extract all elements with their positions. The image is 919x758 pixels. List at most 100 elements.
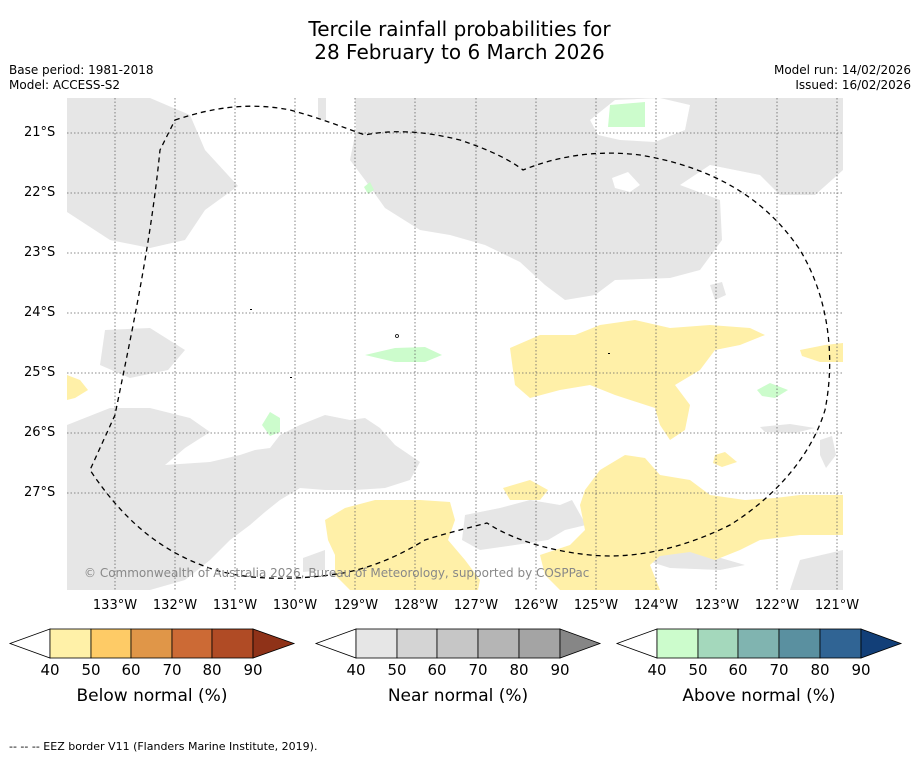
above-normal-region	[262, 412, 280, 436]
lon-label: 126°W	[513, 598, 559, 613]
island-mark	[608, 353, 610, 354]
below-normal-region	[800, 343, 843, 362]
island-mark	[395, 334, 399, 338]
colorbar-segment	[477, 628, 520, 659]
near-normal-region	[820, 436, 836, 468]
colorbar-below	[8, 628, 296, 659]
above-normal-region	[365, 347, 442, 362]
colorbar-arrow-right	[559, 628, 602, 659]
lon-label: 128°W	[393, 598, 439, 613]
colorbar-segment	[355, 628, 398, 659]
colorbar-tick: 40	[346, 661, 366, 679]
map-area: © Commonwealth of Australia 2026, Bureau…	[67, 98, 843, 590]
colorbar-arrow-right	[860, 628, 903, 659]
colorbar-tick: 70	[162, 661, 182, 679]
colorbar-tick: 40	[647, 661, 667, 679]
near-normal-region	[100, 328, 185, 378]
lon-label: 124°W	[633, 598, 679, 613]
colorbar-tick: 90	[550, 661, 570, 679]
colorbar-tick: 90	[851, 661, 871, 679]
lon-label: 123°W	[694, 598, 740, 613]
base-period: Base period: 1981-2018	[9, 63, 154, 77]
colorbar-tick: 50	[688, 661, 708, 679]
near-normal-region	[790, 550, 843, 590]
lon-label: 131°W	[212, 598, 258, 613]
lat-label: 24°S	[24, 305, 56, 320]
near-normal-region	[710, 282, 726, 300]
model-run: Model run: 14/02/2026	[773, 63, 911, 77]
colorbar-segment	[819, 628, 862, 659]
colorbar-segment	[49, 628, 92, 659]
white-gap	[612, 172, 640, 192]
colorbar-segment	[656, 628, 699, 659]
colorbar-tick: 80	[509, 661, 529, 679]
lat-label: 27°S	[24, 485, 56, 500]
colorbar-near	[314, 628, 602, 659]
colorbar-tick: 90	[243, 661, 263, 679]
colorbar-tick: 80	[202, 661, 222, 679]
colorbar-segment	[171, 628, 213, 659]
above-normal-region	[757, 383, 788, 398]
colorbar-tick: 60	[121, 661, 141, 679]
copyright-text: © Commonwealth of Australia 2026, Bureau…	[84, 566, 589, 580]
issued-date: Issued: 16/02/2026	[795, 78, 911, 92]
model-name: Model: ACCESS-S2	[9, 78, 121, 92]
colorbar-segment	[90, 628, 132, 659]
colorbar-arrow-left	[8, 628, 51, 659]
lon-label: 129°W	[333, 598, 379, 613]
above-normal-regions	[262, 102, 788, 436]
colorbar-tick: 60	[728, 661, 748, 679]
lon-label: 122°W	[754, 598, 800, 613]
colorbar-segment	[436, 628, 479, 659]
lat-label: 21°S	[24, 125, 56, 140]
colorbar-title-near: Near normal (%)	[387, 686, 529, 706]
colorbar-segment	[778, 628, 821, 659]
colorbar-arrow-left	[615, 628, 658, 659]
below-normal-region	[325, 500, 480, 590]
lon-label: 127°W	[453, 598, 499, 613]
near-normal-region	[67, 408, 420, 590]
meta-left: Base period: 1981-2018 Model: ACCESS-S2	[9, 63, 154, 93]
near-normal-region	[318, 98, 326, 120]
colorbar-above	[615, 628, 903, 659]
colorbar-segment	[396, 628, 438, 659]
colorbar-tick: 70	[468, 661, 488, 679]
near-normal-region	[760, 424, 815, 433]
near-normal-region	[462, 500, 586, 550]
white-gap	[820, 212, 840, 228]
colorbar-title-above: Above normal (%)	[682, 686, 836, 706]
island-mark	[290, 377, 292, 378]
lon-label: 125°W	[573, 598, 619, 613]
lat-label: 23°S	[24, 245, 56, 260]
colorbar-tick: 50	[387, 661, 407, 679]
eez-footnote: -- -- -- EEZ border V11 (Flanders Marine…	[9, 740, 318, 753]
near-normal-regions	[67, 98, 843, 590]
colorbar-segment	[737, 628, 780, 659]
meta-right: Model run: 14/02/2026 Issued: 16/02/2026	[774, 63, 911, 93]
below-normal-region	[510, 320, 765, 440]
eez-border	[89, 105, 831, 579]
colorbar-tick: 40	[40, 661, 60, 679]
colorbar-arrow-right	[252, 628, 296, 659]
lon-label: 132°W	[152, 598, 198, 613]
below-normal-region	[67, 375, 88, 400]
lat-label: 22°S	[24, 185, 56, 200]
island-marks	[250, 309, 610, 378]
lon-label: 121°W	[814, 598, 860, 613]
island-mark	[250, 309, 252, 310]
lon-label: 130°W	[272, 598, 318, 613]
near-normal-region	[152, 152, 186, 195]
below-normal-region	[503, 480, 548, 500]
colorbar-tick: 80	[810, 661, 830, 679]
lon-label: 133°W	[92, 598, 138, 613]
near-normal-region	[303, 550, 325, 572]
lat-label: 26°S	[24, 425, 56, 440]
map-title: Tercile rainfall probabilities for 28 Fe…	[0, 18, 919, 64]
graticule	[67, 98, 843, 590]
title-line-1: Tercile rainfall probabilities for	[308, 17, 611, 41]
colorbar-segment	[130, 628, 173, 659]
colorbar-segment	[697, 628, 739, 659]
title-line-2: 28 February to 6 March 2026	[314, 40, 605, 64]
below-normal-region	[713, 452, 737, 467]
above-normal-region	[608, 102, 645, 127]
